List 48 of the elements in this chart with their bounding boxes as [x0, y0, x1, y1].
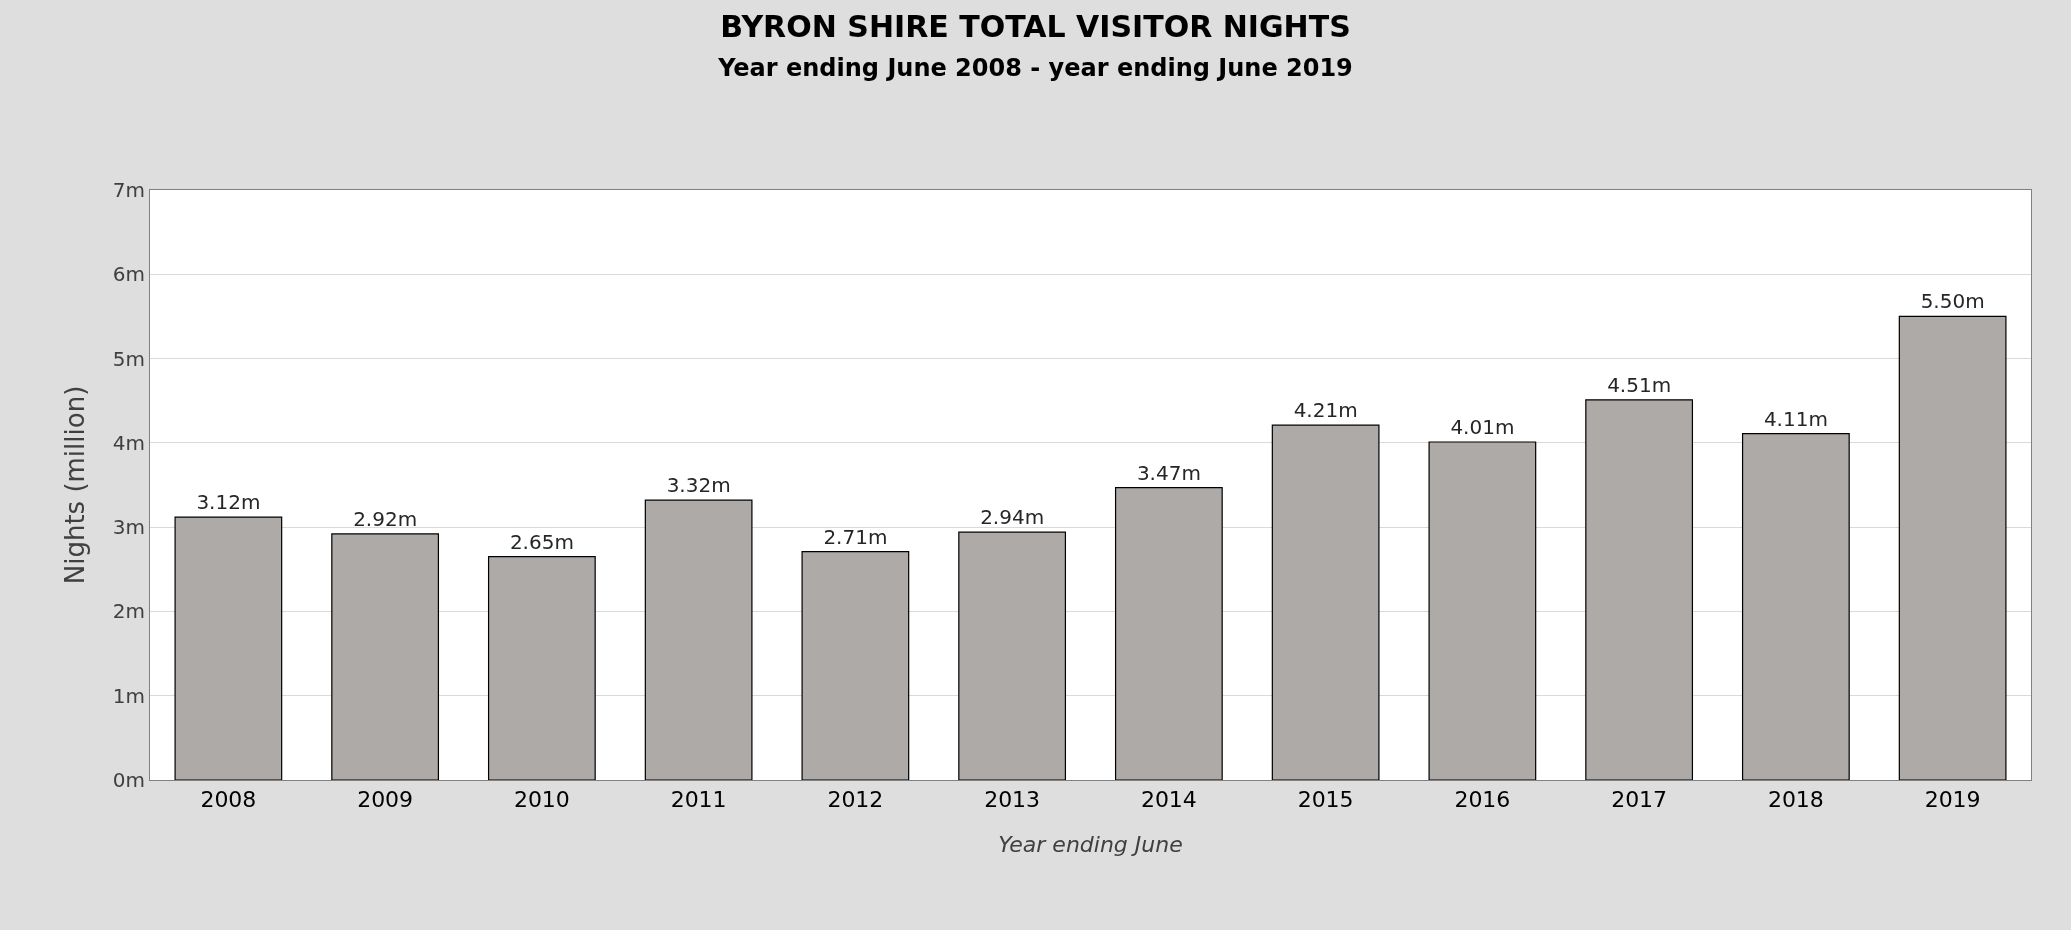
data-label: 2.92m: [353, 506, 418, 531]
bar: [1428, 441, 1537, 780]
bar: [1585, 399, 1694, 780]
bar: [174, 516, 283, 780]
y-axis-title: Nights (million): [60, 385, 91, 585]
y-tick-label: 0m: [112, 768, 145, 792]
bar: [801, 550, 910, 780]
data-label: 3.12m: [196, 490, 261, 515]
data-label: 4.11m: [1763, 406, 1828, 431]
y-tick-label: 2m: [112, 599, 145, 624]
data-label: 2.94m: [980, 505, 1045, 530]
data-label: 4.01m: [1450, 415, 1515, 440]
bar: [1741, 432, 1850, 780]
x-tick-label: 2019: [1924, 787, 1981, 813]
y-tick-label: 3m: [112, 515, 145, 540]
x-tick-label: 2011: [670, 787, 727, 813]
y-tick-label: 6m: [112, 262, 145, 287]
x-axis-title: Year ending June: [998, 832, 1183, 858]
bar: [958, 531, 1067, 780]
data-label: 2.71m: [823, 524, 888, 549]
data-label: 2.65m: [509, 529, 574, 554]
bar: [331, 533, 440, 780]
data-label: 4.21m: [1293, 398, 1358, 423]
x-tick-label: 2008: [200, 787, 257, 813]
data-label: 5.50m: [1920, 289, 1985, 314]
x-tick-label: 2016: [1454, 787, 1511, 813]
data-label: 4.51m: [1607, 372, 1672, 397]
x-tick-label: 2018: [1767, 787, 1824, 813]
data-label: 3.32m: [666, 473, 731, 498]
bar: [1271, 424, 1380, 780]
y-tick-label: 5m: [112, 346, 145, 371]
bar: [487, 556, 596, 780]
bar: [1114, 486, 1223, 780]
y-tick-label: 7m: [112, 178, 145, 202]
x-tick-label: 2009: [357, 787, 414, 813]
data-label: 3.47m: [1136, 460, 1201, 485]
chart-title: BYRON SHIRE TOTAL VISITOR NIGHTS: [720, 9, 1351, 45]
chart-subtitle: Year ending June 2008 - year ending June 2019: [717, 54, 1353, 83]
bar: [644, 499, 753, 780]
x-tick-label: 2012: [827, 787, 884, 813]
y-tick-label: 1m: [112, 683, 145, 708]
x-tick-label: 2013: [984, 787, 1041, 813]
x-tick-label: 2015: [1297, 787, 1354, 813]
x-tick-label: 2014: [1140, 787, 1197, 813]
x-tick-label: 2010: [513, 787, 570, 813]
y-tick-label: 4m: [112, 430, 145, 455]
bar: [1898, 315, 2007, 780]
x-tick-label: 2017: [1611, 787, 1668, 813]
